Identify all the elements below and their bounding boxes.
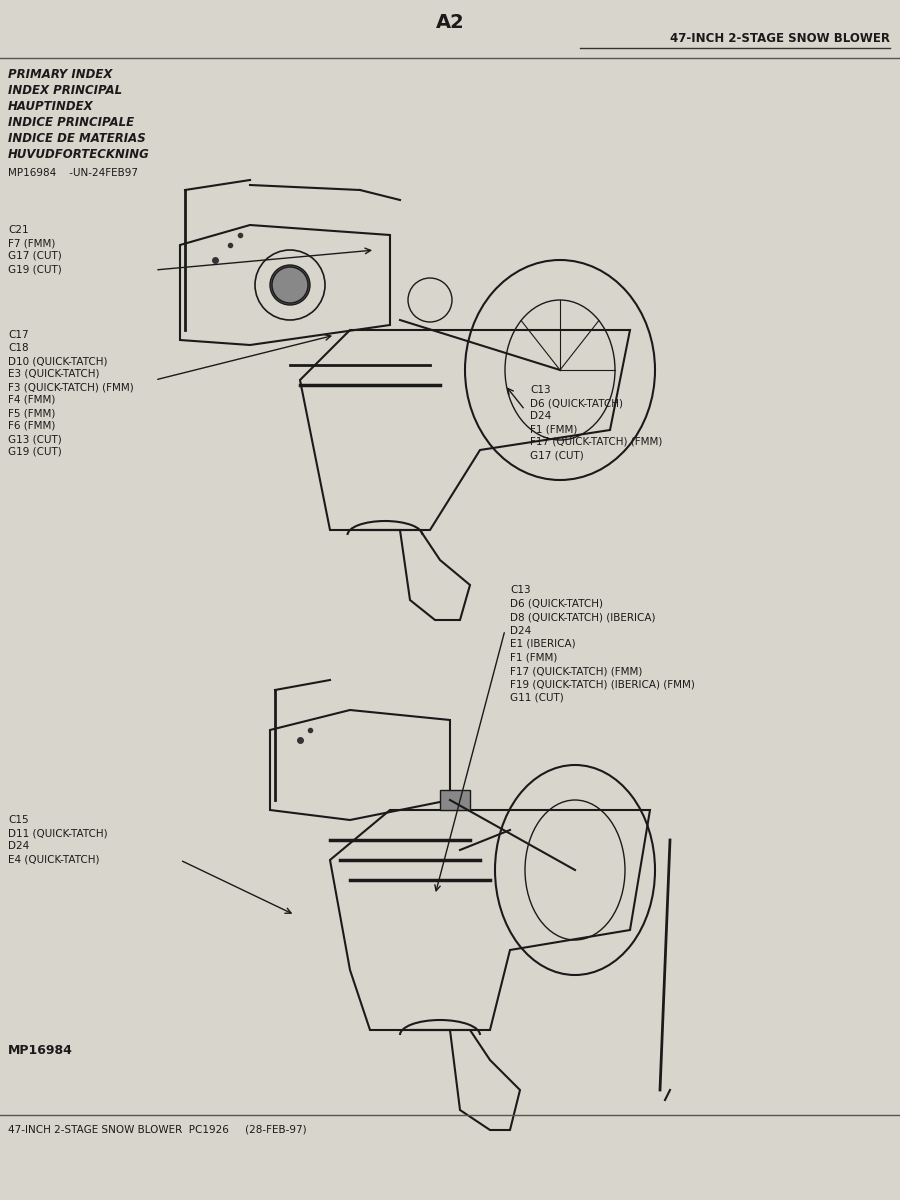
Circle shape [272,266,308,302]
Text: G19 (CUT): G19 (CUT) [8,264,62,274]
Text: G13 (CUT): G13 (CUT) [8,434,62,444]
Text: D24: D24 [510,625,531,636]
Text: F6 (FMM): F6 (FMM) [8,421,56,431]
FancyBboxPatch shape [440,790,470,810]
Text: A2: A2 [436,12,464,31]
Text: F5 (FMM): F5 (FMM) [8,408,56,418]
Text: HAUPTINDEX: HAUPTINDEX [8,101,94,114]
Text: C18: C18 [8,343,29,353]
Text: C13: C13 [530,385,551,395]
Text: G11 (CUT): G11 (CUT) [510,692,563,703]
Text: G19 (CUT): G19 (CUT) [8,446,62,457]
Text: F19 (QUICK-TATCH) (IBERICA) (FMM): F19 (QUICK-TATCH) (IBERICA) (FMM) [510,679,695,690]
Text: PRIMARY INDEX: PRIMARY INDEX [8,68,112,82]
Ellipse shape [270,265,310,305]
Text: D11 (QUICK-TATCH): D11 (QUICK-TATCH) [8,828,108,838]
Text: C21: C21 [8,226,29,235]
Text: F1 (FMM): F1 (FMM) [530,424,578,434]
Text: D6 (QUICK-TATCH): D6 (QUICK-TATCH) [510,599,603,608]
Text: F7 (FMM): F7 (FMM) [8,238,56,248]
Text: D6 (QUICK-TATCH): D6 (QUICK-TATCH) [530,398,623,408]
Text: F3 (QUICK-TATCH) (FMM): F3 (QUICK-TATCH) (FMM) [8,382,134,392]
Text: E1 (IBERICA): E1 (IBERICA) [510,638,576,649]
Text: E4 (QUICK-TATCH): E4 (QUICK-TATCH) [8,854,100,864]
Text: INDICE PRINCIPALE: INDICE PRINCIPALE [8,116,134,130]
Text: MP16984: MP16984 [8,1044,73,1056]
Text: 47-INCH 2-STAGE SNOW BLOWER  PC1926     (28-FEB-97): 47-INCH 2-STAGE SNOW BLOWER PC1926 (28-F… [8,1126,307,1135]
Text: G17 (CUT): G17 (CUT) [8,251,62,260]
Text: F17 (QUICK-TATCH) (FMM): F17 (QUICK-TATCH) (FMM) [530,437,662,446]
Text: D10 (QUICK-TATCH): D10 (QUICK-TATCH) [8,356,107,366]
Text: D8 (QUICK-TATCH) (IBERICA): D8 (QUICK-TATCH) (IBERICA) [510,612,655,622]
Text: D24: D24 [530,410,551,421]
Text: E3 (QUICK-TATCH): E3 (QUICK-TATCH) [8,370,100,379]
Text: C15: C15 [8,815,29,826]
Text: F4 (FMM): F4 (FMM) [8,395,56,404]
Text: F1 (FMM): F1 (FMM) [510,653,557,662]
Text: 47-INCH 2-STAGE SNOW BLOWER: 47-INCH 2-STAGE SNOW BLOWER [670,31,890,44]
Text: C13: C13 [510,584,531,595]
Text: D24: D24 [8,841,29,851]
Text: INDEX PRINCIPAL: INDEX PRINCIPAL [8,84,122,97]
Text: C17: C17 [8,330,29,340]
Text: F17 (QUICK-TATCH) (FMM): F17 (QUICK-TATCH) (FMM) [510,666,643,676]
Text: HUVUDFORTECKNING: HUVUDFORTECKNING [8,149,149,162]
Text: MP16984    -UN-24FEB97: MP16984 -UN-24FEB97 [8,168,138,178]
Text: G17 (CUT): G17 (CUT) [530,450,584,460]
Text: INDICE DE MATERIAS: INDICE DE MATERIAS [8,132,146,145]
